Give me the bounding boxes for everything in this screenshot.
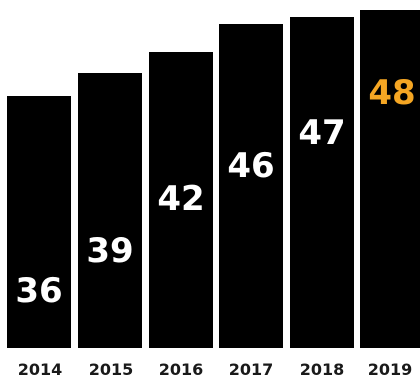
bar-2019 <box>360 10 420 348</box>
x-tick-label-2014: 2014 <box>18 360 63 379</box>
bar-2016 <box>149 52 213 348</box>
bar-value-label-2015: 39 <box>86 231 133 271</box>
x-tick-label-2018: 2018 <box>300 360 345 379</box>
bar-value-label-2014: 36 <box>15 271 62 311</box>
bar-value-label-2017: 46 <box>227 146 274 186</box>
x-tick-label-2017: 2017 <box>229 360 274 379</box>
x-tick-label-2016: 2016 <box>159 360 204 379</box>
bar-2018 <box>290 17 354 348</box>
bar-value-label-2016: 42 <box>157 179 204 219</box>
bar-value-label-2018: 47 <box>298 113 345 153</box>
bar-2014 <box>7 96 71 348</box>
x-tick-label-2015: 2015 <box>89 360 134 379</box>
bar-2015 <box>78 73 142 348</box>
x-tick-label-2019: 2019 <box>368 360 413 379</box>
bar-value-label-2019: 48 <box>368 73 415 113</box>
bar-2017 <box>219 24 283 348</box>
